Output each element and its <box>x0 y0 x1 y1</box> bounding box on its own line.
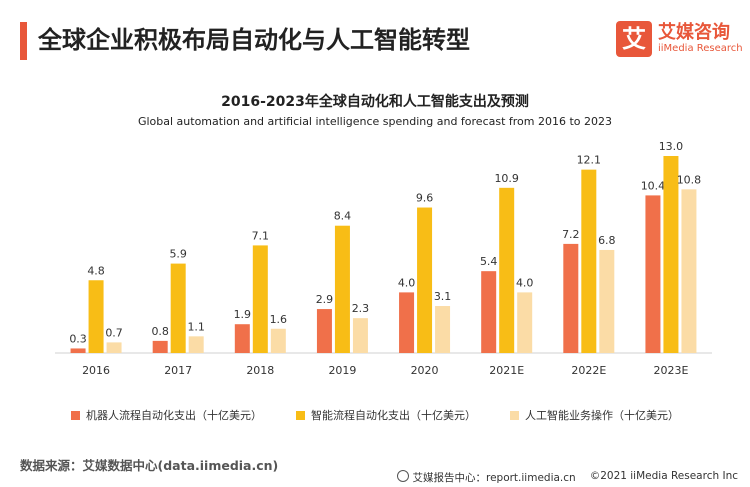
logo-cn-text: 艾媒咨询 <box>658 22 730 43</box>
bar-2023E-s0 <box>645 195 661 353</box>
data-label-2022E-s0: 7.2 <box>562 228 580 241</box>
bar-2019-s2 <box>352 318 368 353</box>
chart-title: 2016-2023年全球自动化和人工智能支出及预测 <box>221 94 529 110</box>
data-source: 数据来源：艾媒数据中心(data.iimedia.cn) <box>20 458 279 473</box>
bar-2018-s2 <box>270 328 286 353</box>
data-label-2017-s1: 5.9 <box>169 248 187 261</box>
bar-2022E-s1 <box>581 169 597 353</box>
x-tick-label-2021E: 2021E <box>489 364 524 377</box>
footer: 艾媒报告中心：report.iimedia.cn ©2021 iiMedia R… <box>397 470 738 485</box>
x-tick-label-2022E: 2022E <box>571 364 606 377</box>
data-label-2020-s2: 3.1 <box>434 290 452 303</box>
data-label-2019-s1: 8.4 <box>334 210 352 223</box>
bar-2023E-s2 <box>681 189 697 353</box>
legend-item-ai-ops: 人工智能业务操作（十亿美元） <box>510 407 679 423</box>
iimedia-logo: 艾 艾媒咨询 iiMedia Research <box>616 18 743 62</box>
legend-item-rpa: 机器人流程自动化支出（十亿美元） <box>71 407 262 423</box>
bar-2018-s1 <box>252 245 268 353</box>
legend-swatch-ipa <box>296 410 305 420</box>
data-label-2016-s2: 0.7 <box>105 326 123 339</box>
legend-label-ipa: 智能流程自动化支出（十亿美元） <box>311 409 476 422</box>
bar-2023E-s1 <box>663 156 679 353</box>
x-tick-label-2016: 2016 <box>82 364 110 377</box>
logo-mark: 艾 <box>616 21 652 57</box>
bar-2017-s0 <box>152 340 168 353</box>
chart-legend: 机器人流程自动化支出（十亿美元） 智能流程自动化支出（十亿美元） 人工智能业务操… <box>0 407 750 423</box>
bar-2016-s2 <box>106 342 122 353</box>
data-label-2017-s2: 1.1 <box>187 320 205 333</box>
bar-2017-s2 <box>188 336 204 353</box>
data-label-2019-s2: 2.3 <box>352 302 370 315</box>
bar-2020-s2 <box>435 306 451 353</box>
bar-2017-s1 <box>170 263 186 353</box>
bar-2019-s1 <box>334 225 350 353</box>
legend-swatch-rpa <box>71 410 80 420</box>
bar-2019-s0 <box>316 309 332 353</box>
data-label-2023E-s2: 10.8 <box>677 173 702 186</box>
bar-2016-s1 <box>88 280 104 353</box>
data-label-2020-s0: 4.0 <box>398 276 416 289</box>
footer-report-text: 艾媒报告中心：report.iimedia.cn <box>412 472 576 484</box>
data-label-2023E-s0: 10.4 <box>641 179 666 192</box>
legend-item-ipa: 智能流程自动化支出（十亿美元） <box>296 407 476 423</box>
data-label-2021E-s0: 5.4 <box>480 255 498 268</box>
data-label-2021E-s1: 10.9 <box>494 172 519 185</box>
bar-2021E-s0 <box>481 271 497 353</box>
bar-2021E-s1 <box>499 187 515 353</box>
bar-2020-s1 <box>417 207 433 353</box>
data-label-2019-s0: 2.9 <box>316 293 334 306</box>
bar-2022E-s2 <box>599 249 615 353</box>
page-title: 全球企业积极布局自动化与人工智能转型 <box>38 26 470 54</box>
data-label-2021E-s2: 4.0 <box>516 276 534 289</box>
legend-label-ai-ops: 人工智能业务操作（十亿美元） <box>525 409 679 422</box>
legend-label-rpa: 机器人流程自动化支出（十亿美元） <box>86 409 262 422</box>
data-label-2022E-s2: 6.8 <box>598 234 616 247</box>
data-label-2018-s1: 7.1 <box>252 229 270 242</box>
data-label-2017-s0: 0.8 <box>151 325 169 338</box>
data-label-2018-s2: 1.6 <box>270 313 288 326</box>
x-tick-label-2018: 2018 <box>246 364 274 377</box>
x-tick-label-2020: 2020 <box>411 364 439 377</box>
footer-report: 艾媒报告中心：report.iimedia.cn <box>397 470 576 485</box>
x-tick-label-2019: 2019 <box>328 364 356 377</box>
bar-2022E-s0 <box>563 243 579 353</box>
bar-2020-s0 <box>399 292 415 353</box>
x-tick-label-2023E: 2023E <box>653 364 688 377</box>
bar-2021E-s2 <box>517 292 533 353</box>
data-label-2020-s1: 9.6 <box>416 192 434 205</box>
logo-en-text: iiMedia Research <box>658 43 743 54</box>
data-label-2016-s0: 0.3 <box>69 332 87 345</box>
title-accent-bar <box>20 22 27 60</box>
bar-2018-s0 <box>234 324 250 353</box>
footer-copyright: ©2021 iiMedia Research Inc <box>589 470 738 482</box>
data-label-2022E-s1: 12.1 <box>577 154 602 167</box>
globe-icon <box>397 470 410 482</box>
data-label-2023E-s1: 13.0 <box>659 140 684 153</box>
bar-2016-s0 <box>70 348 86 353</box>
data-label-2016-s1: 4.8 <box>87 264 105 277</box>
chart-subtitle: Global automation and artificial intelli… <box>137 115 613 128</box>
x-tick-label-2017: 2017 <box>164 364 192 377</box>
data-label-2018-s0: 1.9 <box>234 308 252 321</box>
legend-swatch-ai-ops <box>510 410 519 420</box>
